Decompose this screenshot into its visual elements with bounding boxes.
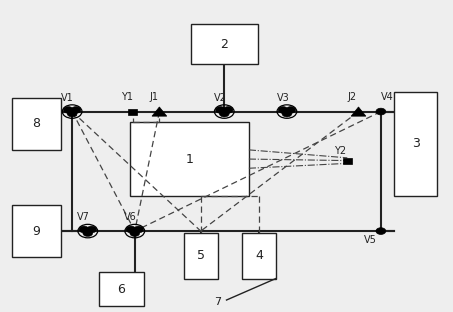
Text: 7: 7 [214,297,221,307]
Circle shape [278,107,288,113]
Circle shape [282,110,292,117]
Text: 2: 2 [220,38,228,51]
Bar [242,233,276,279]
Bar [99,272,144,306]
Text: V4: V4 [381,92,394,102]
Circle shape [83,230,93,236]
Text: V6: V6 [124,212,136,222]
Text: Y1: Y1 [121,92,133,102]
Polygon shape [152,107,167,116]
Circle shape [376,108,386,115]
Circle shape [216,107,226,113]
Text: 9: 9 [33,225,40,237]
Text: 3: 3 [412,137,419,150]
Bar [184,233,217,279]
Text: 4: 4 [255,249,263,262]
Text: V3: V3 [277,93,289,103]
Circle shape [63,107,73,113]
Text: J1: J1 [149,92,159,102]
Bar [343,158,352,164]
Text: J2: J2 [347,92,357,102]
Bar [128,109,137,115]
Circle shape [87,226,96,233]
Circle shape [71,107,81,113]
Circle shape [219,110,229,117]
Bar [191,24,258,64]
Bar [12,205,61,257]
Text: V7: V7 [77,212,90,222]
Circle shape [286,107,296,113]
Text: V1: V1 [61,93,74,103]
Bar [130,122,249,196]
Circle shape [79,226,89,233]
Circle shape [67,110,77,117]
Text: 8: 8 [32,117,40,130]
Circle shape [126,226,136,233]
Text: V5: V5 [364,235,377,245]
Text: V2: V2 [214,93,227,103]
Bar [12,98,61,150]
Text: 5: 5 [197,249,205,262]
Circle shape [223,107,233,113]
Text: 6: 6 [117,283,125,296]
Bar [394,92,437,196]
Polygon shape [351,107,366,116]
Circle shape [130,230,140,236]
Text: Y2: Y2 [334,146,346,156]
Text: 1: 1 [186,153,193,166]
Circle shape [376,228,386,234]
Circle shape [134,226,144,233]
